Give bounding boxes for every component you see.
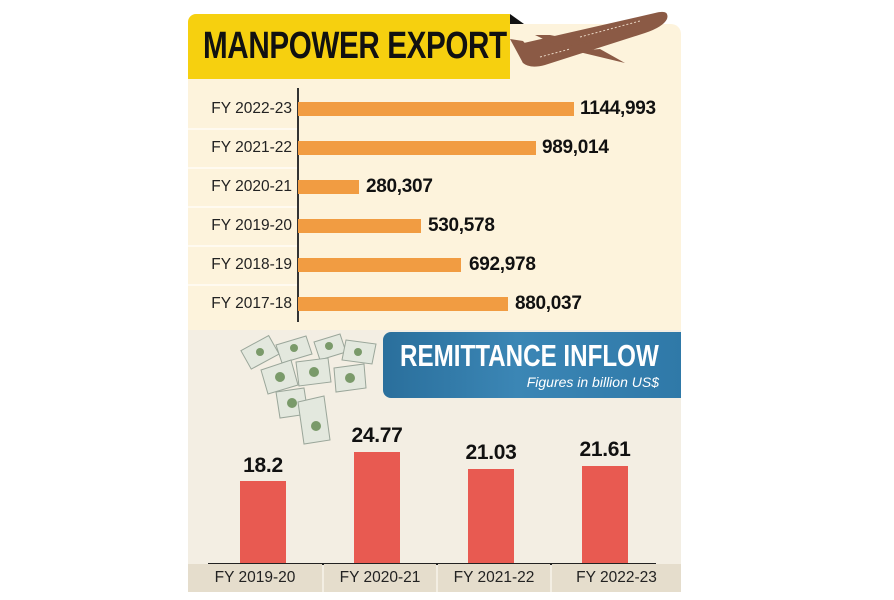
- remittance-bar: [468, 469, 514, 563]
- manpower-row: FY 2018-19 692,978: [188, 246, 681, 284]
- manpower-title: MANPOWER EXPORT: [203, 25, 507, 67]
- manpower-bar: [298, 141, 536, 155]
- manpower-bar: [298, 258, 461, 272]
- x-axis-label-cell: FY 2019-20: [188, 564, 322, 592]
- row-separator: [188, 245, 297, 247]
- row-separator: [188, 284, 297, 286]
- row-value: 989,014: [542, 137, 609, 158]
- bar-value-label: 18.2: [243, 454, 283, 477]
- row-label: FY 2020-21: [211, 178, 292, 195]
- x-axis-label-cell: FY 2022-23: [552, 564, 681, 592]
- manpower-row: FY 2022-23 1144,993: [188, 90, 681, 128]
- bar-value-label: 21.61: [579, 438, 631, 461]
- remittance-subtitle: Figures in billion US$: [526, 374, 659, 390]
- manpower-row: FY 2017-18 880,037: [188, 285, 681, 323]
- manpower-row: FY 2019-20 530,578: [188, 207, 681, 245]
- remittance-title: REMITTANCE INFLOW: [400, 338, 659, 373]
- x-axis-label: FY 2021-22: [453, 569, 535, 586]
- row-separator: [188, 128, 297, 130]
- row-label: FY 2021-22: [211, 139, 292, 156]
- title-tab-decoration: [510, 14, 524, 24]
- remittance-baseline: [208, 563, 656, 565]
- row-label: FY 2018-19: [211, 256, 292, 273]
- money-bills-icon: [240, 333, 377, 445]
- bar-value-label: 21.03: [465, 441, 517, 464]
- row-label: FY 2022-23: [211, 100, 292, 117]
- bar-value-label: 24.77: [351, 424, 403, 447]
- row-separator: [188, 167, 297, 169]
- manpower-bar: [298, 102, 574, 116]
- remittance-bar: [240, 481, 286, 563]
- row-value: 880,037: [515, 293, 582, 314]
- x-axis-label: FY 2022-23: [576, 569, 657, 586]
- row-label: FY 2017-18: [211, 295, 292, 312]
- x-axis-label-cell: FY 2021-22: [438, 564, 550, 592]
- manpower-row: FY 2020-21 280,307: [188, 168, 681, 206]
- x-axis-label-cell: FY 2020-21: [324, 564, 436, 592]
- row-value: 530,578: [428, 215, 495, 236]
- remittance-title-box: REMITTANCE INFLOW Figures in billion US$: [383, 332, 681, 398]
- manpower-axis-line: [297, 88, 299, 322]
- manpower-title-box: [188, 14, 510, 79]
- row-value: 280,307: [366, 176, 433, 197]
- x-axis-label: FY 2019-20: [214, 569, 296, 586]
- row-label: FY 2019-20: [211, 217, 292, 234]
- remittance-bar: [354, 452, 400, 563]
- remittance-bar: [582, 466, 628, 563]
- row-value: 692,978: [469, 254, 536, 275]
- row-separator: [188, 206, 297, 208]
- row-value: 1144,993: [580, 98, 656, 119]
- manpower-row: FY 2021-22 989,014: [188, 129, 681, 167]
- x-axis-label: FY 2020-21: [339, 569, 421, 586]
- manpower-bar: [298, 297, 508, 311]
- airplane-icon: [510, 11, 668, 67]
- manpower-bar: [298, 180, 359, 194]
- manpower-bar: [298, 219, 421, 233]
